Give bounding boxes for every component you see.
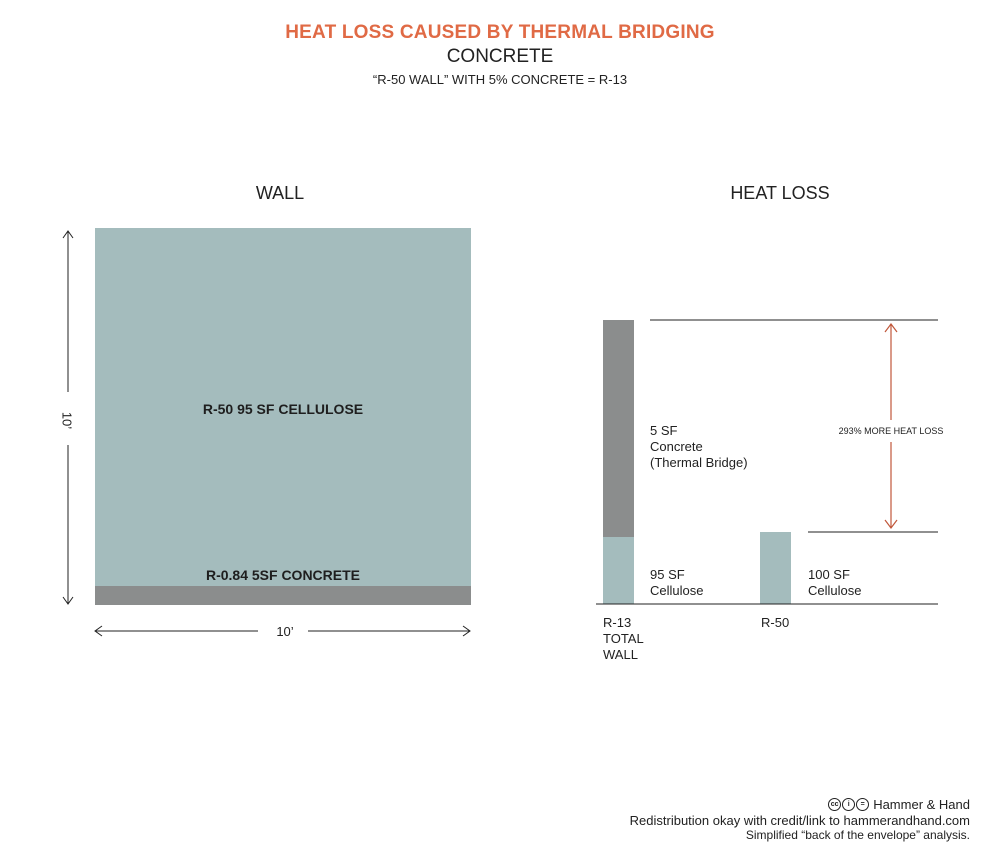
analysis-note: Simplified “back of the envelope” analys… xyxy=(745,828,970,842)
by-icon: i xyxy=(842,798,856,811)
width-arrowhead-left xyxy=(94,625,103,637)
equals-icon: = xyxy=(856,798,870,811)
bar1-concrete-text: 5 SF Concrete (Thermal Bridge) xyxy=(650,423,748,471)
bar-r50-cellulose xyxy=(760,532,791,604)
wall-concrete-label: R-0.84 5SF CONCRETE xyxy=(205,567,361,583)
concrete-area-line: 5 SF xyxy=(650,423,678,438)
redistribution-note: Redistribution okay with credit/link to … xyxy=(629,813,970,828)
concrete-material-line: Concrete xyxy=(650,439,703,454)
wall-concrete-strip xyxy=(95,586,471,605)
bar1-label: R-13 TOTAL WALL xyxy=(603,615,644,663)
bar1-label-line1: R-13 xyxy=(603,615,632,630)
diagram-subtitle: CONCRETE xyxy=(446,46,554,67)
heat-loss-heading: HEAT LOSS xyxy=(730,183,830,203)
license-icons: cc i = xyxy=(828,798,870,811)
height-arrowhead-down xyxy=(62,596,74,605)
width-arrowhead-right xyxy=(462,625,471,637)
bar1-label-line2: TOTAL xyxy=(603,631,644,646)
wall-cellulose-area xyxy=(95,228,471,586)
wall-width-label: 10’ xyxy=(276,624,294,639)
difference-arrowhead-down xyxy=(884,519,898,529)
wall-cellulose-label: R-50 95 SF CELLULOSE xyxy=(202,401,364,417)
bar2-label: R-50 xyxy=(761,615,790,630)
difference-label: 293% MORE HEAT LOSS xyxy=(836,426,946,436)
cc-icon: cc xyxy=(828,798,842,811)
diagram-title: HEAT LOSS CAUSED BY THERMAL BRIDGING xyxy=(285,22,715,43)
difference-arrowhead-up xyxy=(884,323,898,333)
height-arrowhead-up xyxy=(62,230,74,239)
cellulose-area-line: 95 SF xyxy=(650,567,685,582)
bar-r13-cellulose xyxy=(603,537,634,604)
cellulose-material-line: Cellulose xyxy=(650,583,704,598)
diagram-caption: “R-50 WALL” WITH 5% CONCRETE = R-13 xyxy=(372,72,628,87)
thermal-bridge-line: (Thermal Bridge) xyxy=(650,455,748,470)
credit-author: cc i = Hammer & Hand xyxy=(828,797,970,812)
bar-r13-concrete xyxy=(603,320,634,537)
author-name: Hammer & Hand xyxy=(873,797,970,812)
bar1-label-line3: WALL xyxy=(603,647,638,662)
wall-heading: WALL xyxy=(255,183,305,203)
bar2-cellulose-text: 100 SF Cellulose xyxy=(808,567,861,599)
bar1-cellulose-text: 95 SF Cellulose xyxy=(650,567,703,599)
r50-cellulose-material-line: Cellulose xyxy=(808,583,862,598)
r50-cellulose-area-line: 100 SF xyxy=(808,567,850,582)
